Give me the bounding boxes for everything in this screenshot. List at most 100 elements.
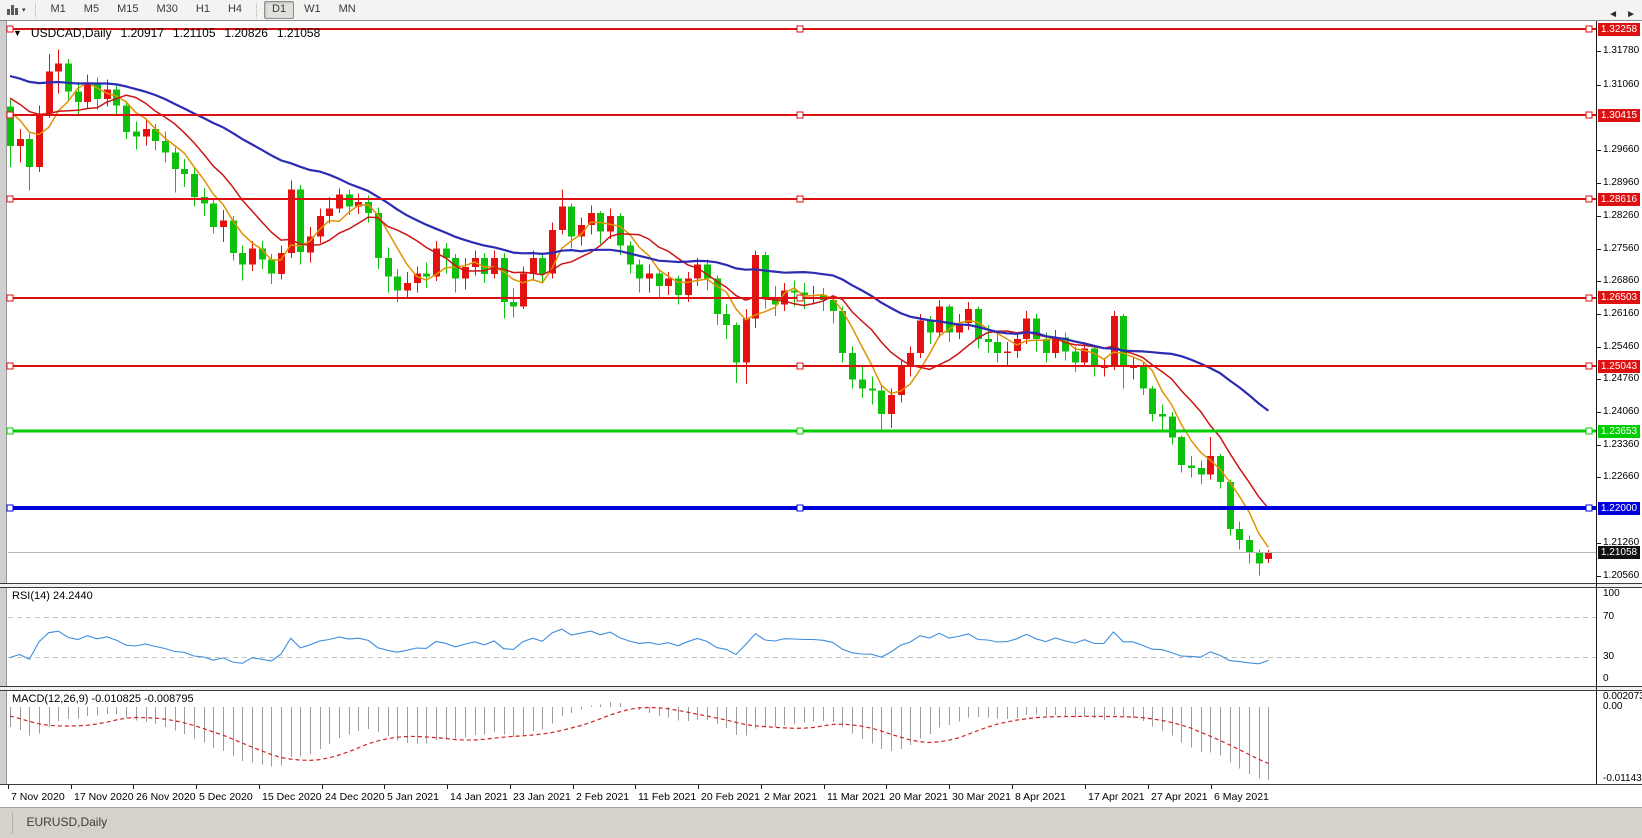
line-handle[interactable]: [6, 195, 14, 203]
price-axis[interactable]: 1.31780 1.31060 1.29660 1.28960 1.28260 1.275…: [1596, 21, 1642, 784]
time-axis-tick: [133, 785, 134, 789]
ohlc-low: 1.20826: [224, 26, 268, 40]
rsi-panel-plot[interactable]: [0, 588, 1642, 686]
rsi-axis-label: 70: [1603, 611, 1615, 622]
price-tick-label: 1.22660: [1603, 471, 1640, 482]
line-handle[interactable]: [1585, 504, 1593, 512]
panel-separator[interactable]: [0, 686, 1642, 691]
price-axis-tick: [1597, 379, 1601, 380]
ohlc-close: 1.21058: [276, 26, 321, 40]
time-tick-label: 6 May 2021: [1214, 791, 1269, 803]
main-chart-plot[interactable]: [0, 21, 1642, 583]
chart-icon-dropdown[interactable]: ▾: [22, 7, 26, 14]
line-handle[interactable]: [6, 25, 14, 33]
price-tick-label: 1.21260: [1603, 537, 1640, 548]
price-tick-label: 1.24760: [1603, 373, 1640, 384]
time-axis-tick: [71, 785, 72, 789]
time-tick-label: 7 Nov 2020: [11, 791, 65, 803]
price-line-label: 1.28616: [1598, 193, 1640, 206]
line-handle[interactable]: [1585, 427, 1593, 435]
time-tick-label: 14 Jan 2021: [450, 791, 508, 803]
timeframe-d1[interactable]: D1: [264, 1, 295, 19]
time-axis-tick: [384, 785, 385, 789]
timeframe-h1[interactable]: H1: [195, 3, 210, 15]
price-tick-label: 1.28960: [1603, 177, 1640, 188]
timeframe-m30[interactable]: M30: [156, 3, 178, 15]
line-handle[interactable]: [1585, 362, 1593, 370]
price-tick-label: 1.29660: [1603, 144, 1640, 155]
price-tick-label: 1.31780: [1603, 45, 1640, 56]
time-axis-tick: [1012, 785, 1013, 789]
line-handle[interactable]: [796, 111, 804, 119]
price-line-label: 1.32258: [1598, 23, 1640, 36]
horizontal-lines: [6, 25, 1596, 512]
time-axis-tick: [259, 785, 260, 789]
time-axis-tick: [322, 785, 323, 789]
price-axis-tick: [1597, 412, 1601, 413]
line-handle[interactable]: [6, 111, 14, 119]
panel-separator[interactable]: [0, 583, 1642, 588]
time-axis-tick: [8, 785, 9, 789]
price-axis-tick: [1597, 51, 1601, 52]
timeframe-m1[interactable]: M1: [50, 3, 66, 15]
line-handle[interactable]: [6, 362, 14, 370]
price-line-label: 1.22000: [1598, 502, 1640, 515]
timeframe-m15[interactable]: M15: [117, 3, 139, 15]
macd-axis-label: 0.002073: [1603, 691, 1642, 702]
chart-symbol: USDCAD,Daily: [30, 26, 112, 40]
timeframe-h4[interactable]: H4: [227, 3, 243, 15]
time-axis-tick: [824, 785, 825, 789]
price-tick-label: 1.27560: [1603, 243, 1640, 254]
rsi-line: [9, 628, 1269, 665]
time-tick-label: 27 Apr 2021: [1151, 791, 1208, 803]
time-tick-label: 23 Jan 2021: [513, 791, 571, 803]
price-tick-label: 1.31060: [1603, 79, 1640, 90]
timeframe-w1[interactable]: W1: [304, 3, 321, 15]
timeframe-buttons: M1 M5 M15 M30 H1 H4 D1 W1 MN: [30, 0, 365, 20]
time-axis-tick: [761, 785, 762, 789]
price-axis-tick: [1597, 314, 1601, 315]
price-tick-label: 1.24060: [1603, 406, 1640, 417]
tab-eurusd-daily[interactable]: EURUSD,Daily: [26, 815, 108, 829]
line-handle[interactable]: [1585, 111, 1593, 119]
time-axis-tick: [635, 785, 636, 789]
line-handle[interactable]: [1585, 25, 1593, 33]
line-handle[interactable]: [6, 504, 14, 512]
line-handle[interactable]: [1585, 294, 1593, 302]
line-handle[interactable]: [796, 195, 804, 203]
chart-icon-bar: [11, 5, 14, 15]
ohlc-high: 1.21105: [173, 26, 216, 40]
time-tick-label: 17 Apr 2021: [1088, 791, 1145, 803]
timeframe-m5[interactable]: M5: [83, 3, 100, 15]
time-axis-tick: [698, 785, 699, 789]
ma-line-10: [9, 94, 1269, 509]
macd-panel-plot[interactable]: [0, 691, 1642, 784]
price-tick-label: 1.23360: [1603, 439, 1640, 450]
tab-scroll-left-icon[interactable]: ◄: [1608, 9, 1618, 20]
chart-title: ▼ USDCAD,Daily 1.20917 1.21105 1.20826 1…: [13, 26, 320, 40]
line-handle[interactable]: [6, 427, 14, 435]
line-handle[interactable]: [796, 504, 804, 512]
timeframe-mn[interactable]: MN: [338, 3, 356, 15]
time-tick-label: 11 Feb 2021: [638, 791, 697, 803]
symbol-dropdown-icon[interactable]: ▼: [13, 28, 22, 38]
chart-icon[interactable]: [5, 4, 20, 16]
price-axis-line: [1596, 21, 1597, 784]
price-tick-label: 1.28260: [1603, 210, 1640, 221]
tab-scroll-right-icon[interactable]: ►: [1626, 9, 1636, 20]
rsi-axis-label: 30: [1603, 651, 1615, 662]
time-axis[interactable]: 7 Nov 2020 17 Nov 2020 26 Nov 2020 5 Dec 20…: [0, 784, 1642, 807]
time-axis-tick: [1085, 785, 1086, 789]
line-handle[interactable]: [796, 25, 804, 33]
toolbar-separator: [34, 2, 37, 18]
line-handle[interactable]: [1585, 195, 1593, 203]
line-handle[interactable]: [6, 294, 14, 302]
macd-signal-line: [9, 706, 1269, 764]
price-axis-tick: [1597, 281, 1601, 282]
line-handle[interactable]: [796, 427, 804, 435]
price-axis-tick: [1597, 249, 1601, 250]
line-handle[interactable]: [796, 294, 804, 302]
price-axis-tick: [1597, 445, 1601, 446]
price-line-label: 1.21058: [1598, 546, 1640, 559]
line-handle[interactable]: [796, 362, 804, 370]
